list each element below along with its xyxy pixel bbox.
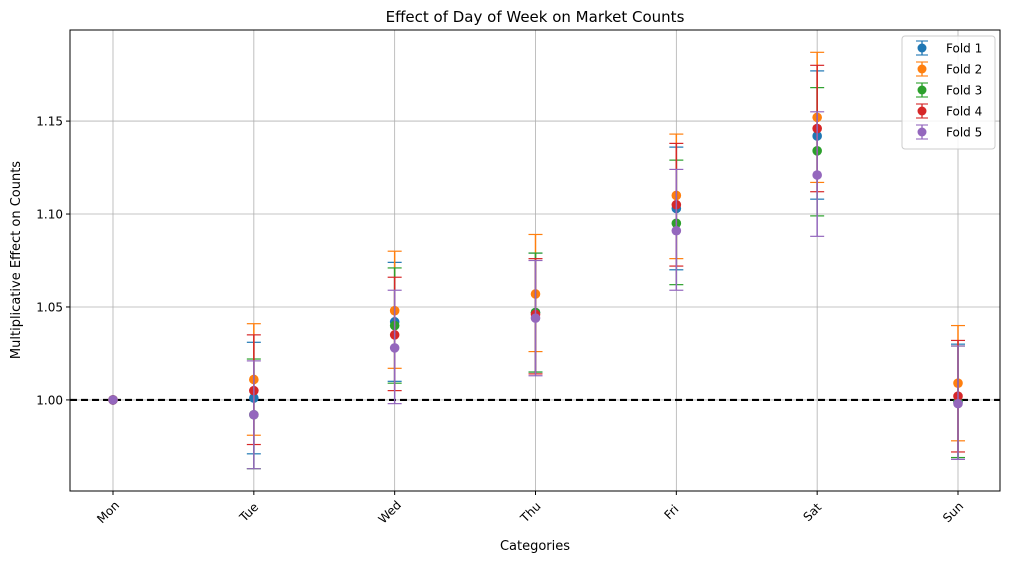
data-point <box>108 395 118 405</box>
legend-label: Fold 2 <box>946 63 982 77</box>
legend-item: Fold 5 <box>916 124 982 140</box>
legend-label: Fold 4 <box>946 105 982 119</box>
series-layer <box>108 51 965 470</box>
legend-item: Fold 2 <box>916 61 982 77</box>
legend-box <box>901 35 996 150</box>
x-axis: Mon Tue Wed Thu Fri Sat Sun <box>94 491 966 526</box>
x-tick-label: Sun <box>940 499 966 525</box>
data-point <box>953 398 963 409</box>
series-1 <box>108 70 965 460</box>
legend-item: Fold 1 <box>916 40 982 56</box>
legend-marker <box>917 127 927 137</box>
legend-marker <box>917 106 927 116</box>
y-tick-label: 1.05 <box>36 300 63 314</box>
data-point <box>530 313 541 323</box>
series-3 <box>108 87 965 470</box>
y-tick-label: 1.15 <box>36 115 63 129</box>
legend-marker <box>917 43 927 53</box>
legend-item: Fold 3 <box>916 82 982 98</box>
series-4 <box>108 64 965 453</box>
x-tick-label: Tue <box>236 500 261 525</box>
x-tick-label: Mon <box>94 498 122 526</box>
x-tick-label: Wed <box>376 498 404 526</box>
data-point <box>389 343 400 353</box>
legend-marker <box>917 64 927 74</box>
x-tick-label: Fri <box>662 502 682 522</box>
chart-title: Effect of Day of Week on Market Counts <box>386 8 685 26</box>
x-axis-label: Categories <box>500 539 570 554</box>
legend-item: Fold 4 <box>916 103 982 119</box>
x-tick-label: Sat <box>800 500 824 524</box>
legend-marker <box>917 85 927 95</box>
legend-label: Fold 1 <box>946 42 982 56</box>
y-tick-label: 1.00 <box>36 393 63 407</box>
y-tick-label: 1.10 <box>36 208 63 222</box>
data-point <box>671 225 682 236</box>
legend: Fold 1 Fold 2 Fold 3 Fold 4 Fold 5 <box>901 35 996 150</box>
series-2 <box>108 51 965 442</box>
y-axis-label: Multiplicative Effect on Counts <box>9 161 24 359</box>
legend-label: Fold 3 <box>946 84 982 98</box>
legend-label: Fold 5 <box>946 126 982 140</box>
y-axis: 1.00 1.05 1.10 1.15 <box>36 115 70 407</box>
data-point <box>249 409 259 420</box>
data-point <box>812 170 822 180</box>
x-tick-label: Thu <box>517 499 544 526</box>
series-5 <box>108 111 965 470</box>
